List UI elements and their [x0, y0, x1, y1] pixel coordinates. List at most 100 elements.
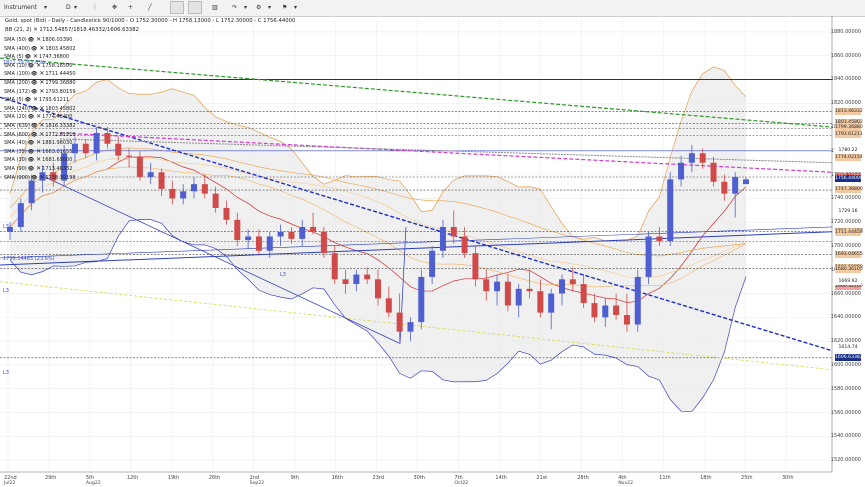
bb-label: BB (21, 2) — [5, 27, 32, 33]
indicator-value: 1799.36880 — [45, 80, 76, 86]
indicator-row[interactable]: SMA (20)👁 ✕1774.43400 — [4, 113, 72, 120]
visibility-icon[interactable]: 👁 — [30, 174, 38, 181]
redo-icon[interactable]: ↷ — [232, 4, 238, 11]
price-tag: 1680.36105 — [835, 265, 863, 273]
crosshair-icon[interactable]: + — [128, 4, 134, 11]
level-label: L3 — [280, 272, 286, 278]
instrument-menu[interactable]: Instrument — [4, 4, 38, 11]
visibility-icon[interactable]: 👁 — [27, 37, 35, 43]
visibility-icon[interactable]: 👁 — [24, 54, 31, 61]
period-menu[interactable]: D — [66, 4, 71, 11]
close-icon[interactable]: ✕ — [39, 70, 45, 78]
flag-icon[interactable]: ⚑ — [282, 4, 288, 11]
close-icon[interactable]: ✕ — [36, 147, 42, 155]
date-axis-label: 14th — [495, 475, 507, 481]
indicator-value: 1803.45802 — [45, 45, 76, 52]
price-axis-label: 1820.00000 — [830, 100, 861, 107]
price-axis-label: 1840.00000 — [830, 76, 861, 83]
close-icon[interactable]: ✕ — [36, 139, 42, 147]
visibility-icon[interactable]: 👁 — [30, 45, 38, 52]
visibility-icon[interactable]: 👁 — [27, 140, 35, 147]
candle-body — [515, 288, 522, 306]
candle-body — [126, 155, 133, 157]
price-tag: 1693.04655 — [835, 250, 863, 258]
candle-body — [82, 143, 89, 154]
gear-dropdown-icon[interactable]: ▾ — [268, 4, 272, 11]
visibility-icon[interactable]: 👁 — [30, 131, 38, 138]
pan-icon[interactable]: ✥ — [112, 4, 118, 11]
indicator-row[interactable]: SMA (90)👁 ✕1713.46332 — [4, 165, 72, 172]
visibility-icon[interactable]: 👁 — [30, 105, 38, 112]
indicator-row[interactable]: SMA (5)👁 ✕1747.36800 — [4, 53, 69, 60]
close-icon[interactable]: ✕ — [39, 87, 45, 95]
price-axis-label: 1560.00000 — [830, 409, 861, 416]
close-icon[interactable]: ✕ — [39, 104, 45, 112]
indicator-row[interactable]: SMA (100)👁 ✕1711.44450 — [4, 70, 76, 77]
close-icon[interactable]: ✕ — [36, 36, 42, 43]
visibility-icon[interactable]: 👁 — [27, 166, 35, 172]
indicator-row[interactable]: SMA (200)👁 ✕1799.36880 — [4, 79, 76, 86]
chart-type-icon[interactable]: ⋮ — [92, 4, 98, 11]
sma-line — [9, 166, 747, 288]
visibility-icon[interactable]: 👁 — [27, 62, 35, 69]
close-icon[interactable]: ✕ — [39, 130, 45, 138]
date-axis-label: 26th — [208, 475, 221, 481]
dropdown-icon[interactable]: ▾ — [244, 4, 248, 11]
visibility-icon[interactable]: 👁 — [27, 157, 35, 164]
indicator-row[interactable]: SMA (35)👁 ✕1663.01655 — [4, 148, 72, 155]
indicator-row[interactable]: SMA (240)👁 ✕1803.45802 — [4, 105, 76, 112]
date-axis-label: 25th — [741, 475, 753, 481]
flag-dropdown-icon[interactable]: ▾ — [294, 4, 298, 11]
candle-body — [721, 181, 728, 194]
indicator-row[interactable]: SMA (5)👁 ✕1793.61211 — [4, 96, 69, 103]
close-icon[interactable]: ✕ — [36, 61, 42, 69]
layout-grid-button[interactable] — [188, 1, 202, 14]
indicator-value: 1803.45802 — [45, 105, 76, 112]
candle-body — [28, 180, 35, 204]
close-icon[interactable]: ✕ — [39, 44, 45, 52]
visibility-icon[interactable]: 👁 — [30, 80, 38, 86]
close-icon[interactable]: ✕ — [33, 27, 38, 33]
indicator-value: 1711.44450 — [45, 71, 76, 78]
date-axis-label: 5th — [85, 475, 95, 481]
bar-chart-icon[interactable]: ▥ — [212, 4, 218, 11]
visibility-icon[interactable]: 👁 — [27, 148, 35, 155]
indicator-row[interactable]: SMA (30)👁 ✕1681.69000 — [4, 156, 72, 163]
indicator-value: 1758.16500 — [42, 62, 73, 69]
bollinger-mid-line — [9, 156, 747, 303]
period-dropdown-icon[interactable]: ▾ — [74, 4, 78, 11]
visibility-icon[interactable]: 👁 — [30, 123, 38, 129]
date-axis-label: 16th — [331, 475, 344, 481]
indicator-row[interactable]: SMA (400)👁 ✕1803.45802 — [4, 45, 76, 52]
visibility-icon[interactable]: 👁 — [30, 71, 38, 78]
visibility-icon[interactable]: 👁 — [30, 88, 38, 95]
close-icon[interactable]: ✕ — [32, 53, 38, 61]
close-icon[interactable]: ✕ — [32, 96, 38, 104]
close-icon[interactable]: ✕ — [36, 165, 42, 172]
close-icon[interactable]: ✕ — [36, 156, 42, 164]
candle-body — [439, 226, 446, 251]
price-axis-label: 1540.00000 — [830, 433, 861, 440]
close-icon[interactable]: ✕ — [39, 173, 45, 181]
indicator-row[interactable]: SMA (50)👁 ✕1806.03390 — [4, 36, 72, 43]
draw-line-icon[interactable]: ╱ — [148, 4, 152, 11]
level-label: L3 — [3, 224, 9, 230]
visibility-icon[interactable]: 👁 — [27, 114, 35, 121]
indicator-row[interactable]: SMA (900)👁 ✕1738.39198 — [4, 174, 76, 181]
indicator-row[interactable]: SMA (40)👁 ✕1881.98030 — [4, 139, 72, 146]
close-icon[interactable]: ✕ — [39, 122, 45, 129]
indicator-value: 1881.98030 — [42, 140, 73, 147]
layout-single-button[interactable] — [170, 1, 184, 14]
indicator-row[interactable]: SMA (639)👁 ✕1816.33382 — [4, 122, 76, 129]
indicator-value: 1747.36800 — [38, 54, 70, 61]
visibility-icon[interactable]: 👁 — [24, 97, 31, 104]
gear-icon[interactable]: ⚙ — [256, 4, 262, 11]
candle-body — [602, 305, 609, 318]
indicator-row[interactable]: SMA (172)👁 ✕1793.80159 — [4, 88, 76, 95]
close-icon[interactable]: ✕ — [36, 113, 42, 121]
close-icon[interactable]: ✕ — [39, 79, 45, 86]
indicator-row[interactable]: SMA (600)👁 ✕1772.61213 — [4, 131, 76, 138]
indicator-row[interactable]: SMA (10)👁 ✕1758.16500 — [4, 62, 72, 69]
chart-canvas[interactable] — [0, 16, 865, 487]
instrument-dropdown-icon[interactable]: ▾ — [44, 4, 48, 11]
